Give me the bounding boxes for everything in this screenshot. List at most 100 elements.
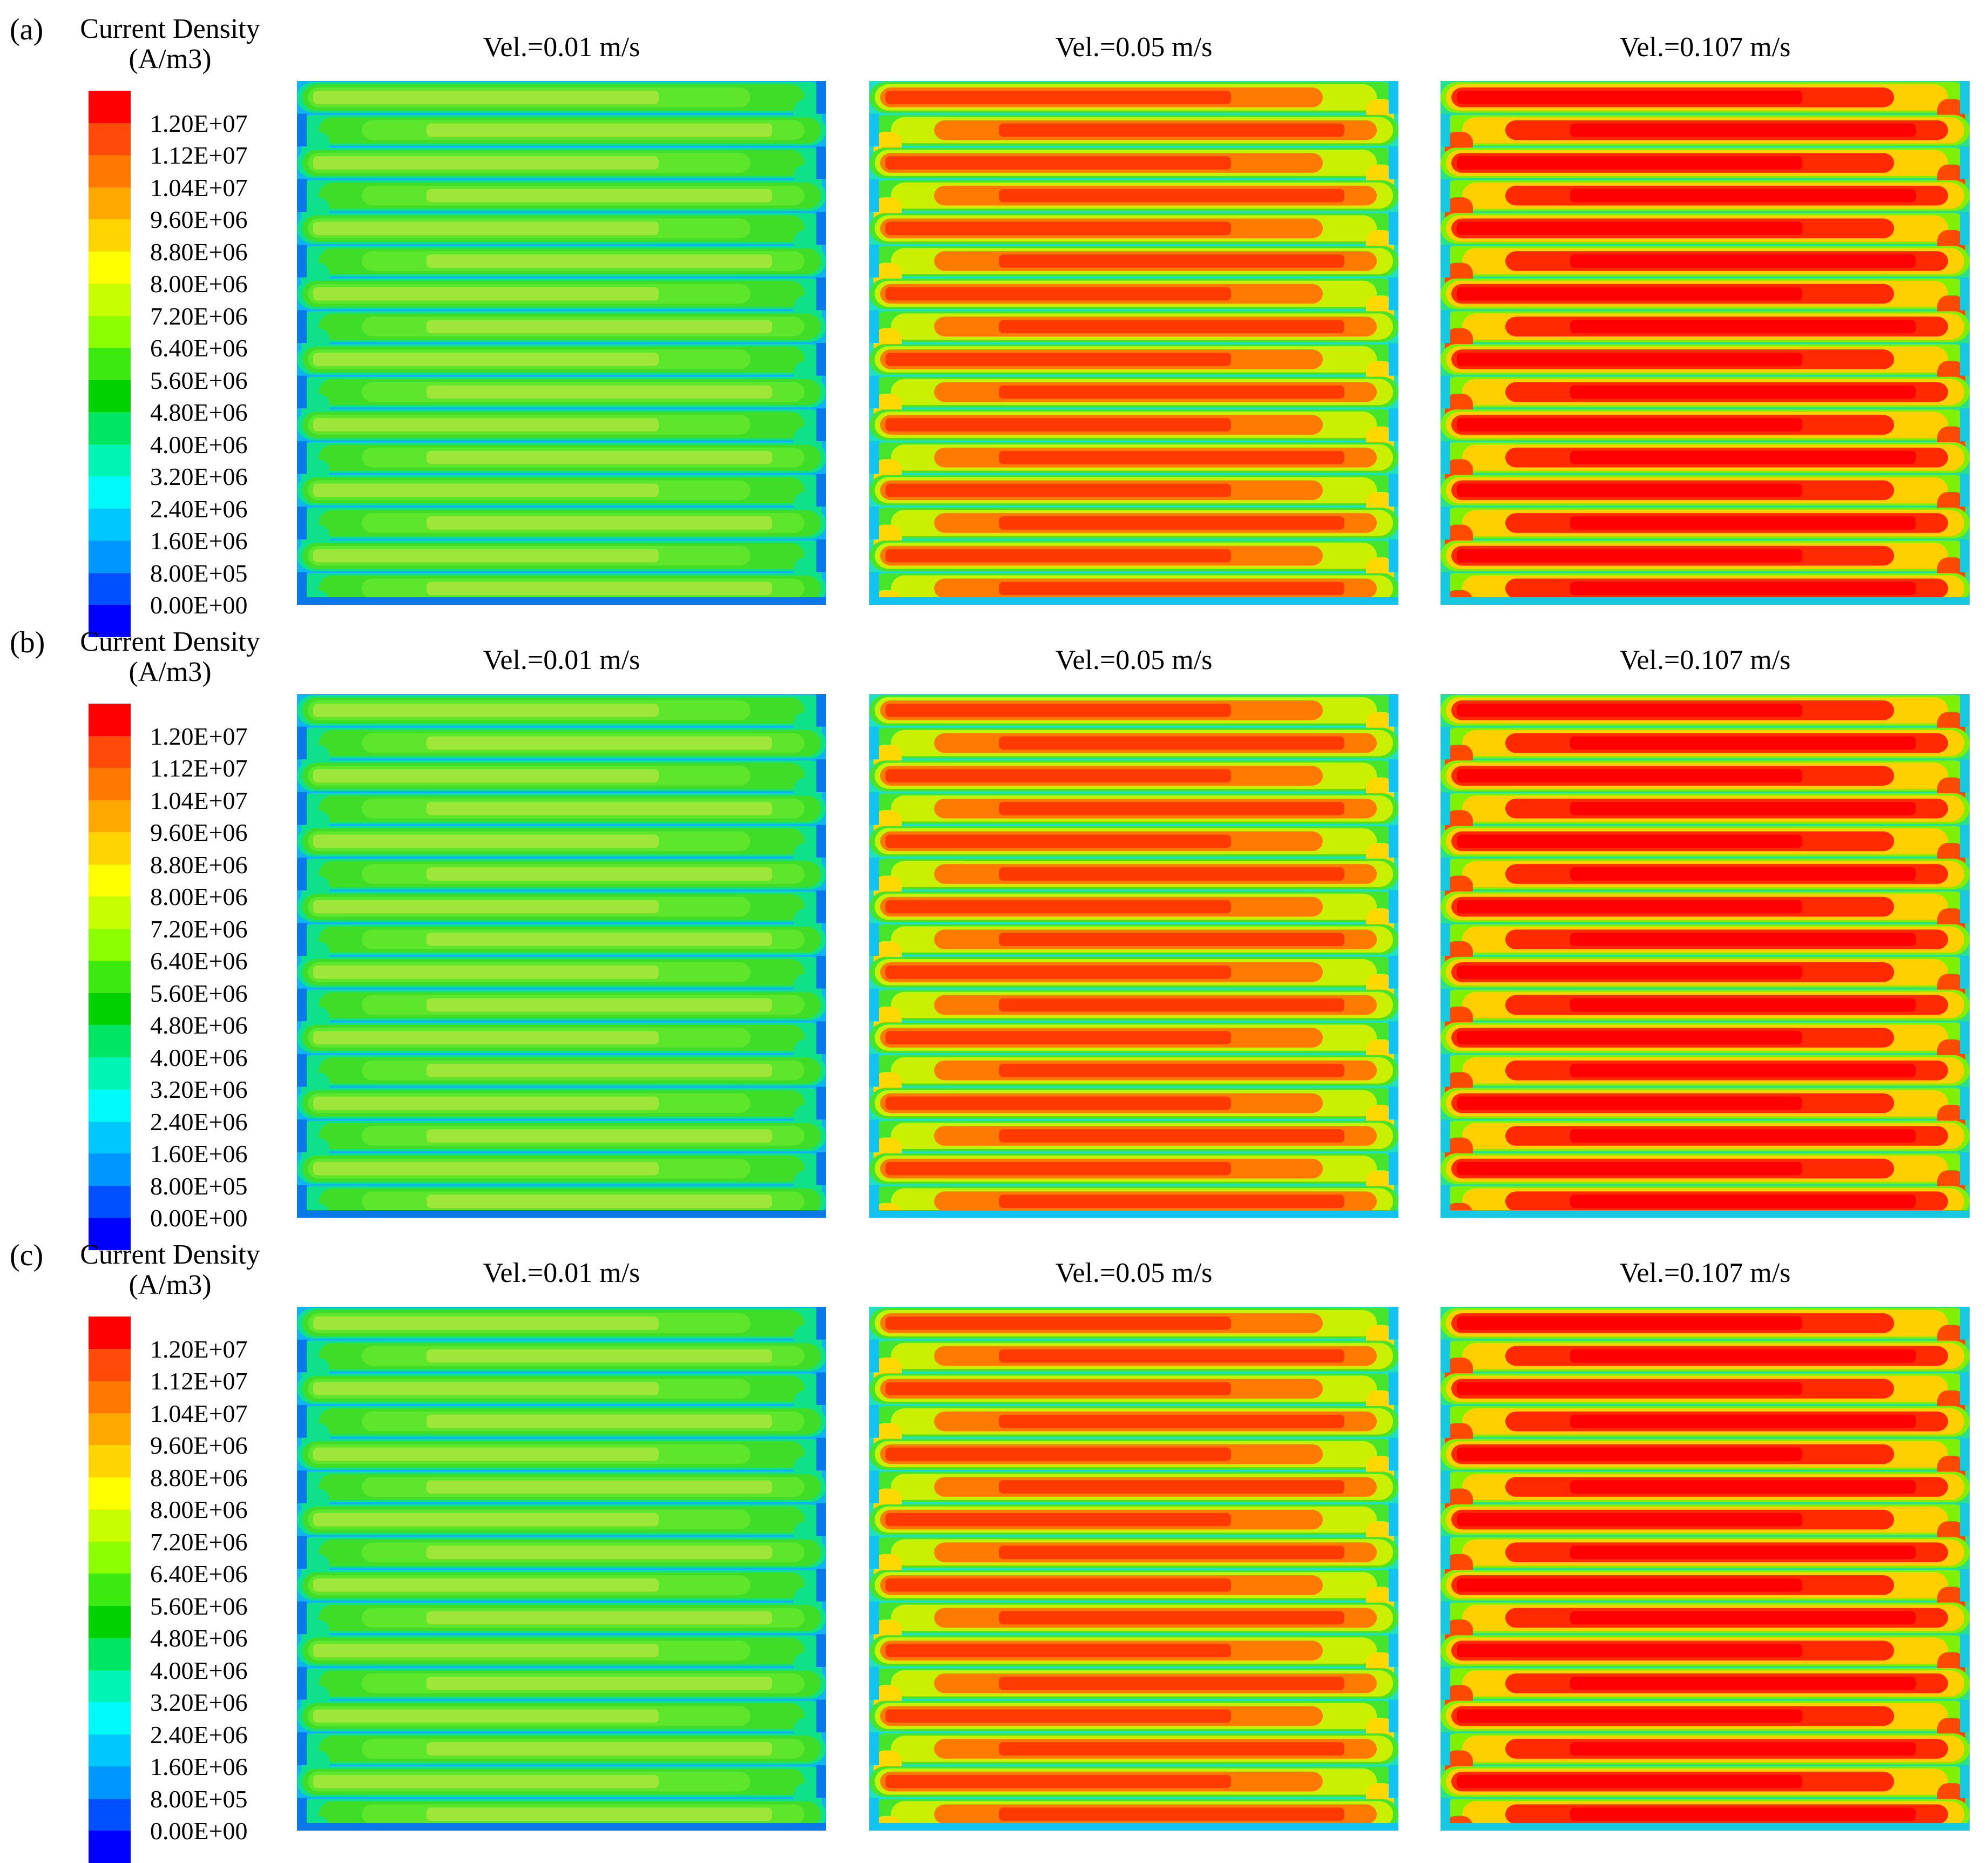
contour-band (885, 966, 1231, 979)
contour-band (869, 1666, 879, 1700)
contour-band (427, 582, 772, 595)
colorbar-tick-label: 3.20E+06 (150, 463, 248, 491)
contour-band (816, 474, 826, 507)
contour-band (1960, 759, 1970, 792)
contour-band (1570, 1063, 1916, 1077)
contour-band (297, 858, 307, 890)
panel-title: Vel.=0.107 m/s (1619, 32, 1791, 63)
colorbar-tick-label: 8.00E+05 (150, 559, 248, 587)
contour-band (816, 1437, 826, 1471)
contour-band (1570, 736, 1916, 750)
contour-band (1960, 1021, 1970, 1054)
colorbar-tick-label: 1.60E+06 (150, 1140, 248, 1168)
contour-band (427, 1194, 772, 1208)
colorbar-tick-label: 0.00E+00 (150, 591, 248, 619)
contour-band (1570, 867, 1916, 881)
contour-panel (869, 694, 1398, 1218)
colorbar-title: Current Density (A/m3) (73, 627, 267, 687)
contour-band (1389, 759, 1398, 792)
contour-band (297, 988, 307, 1022)
contour-band (313, 1317, 659, 1330)
contour-band (1441, 1732, 1450, 1765)
contour-band (869, 923, 879, 956)
contour-band (1457, 1774, 1802, 1788)
colorbar-tick-label: 4.00E+06 (150, 1656, 248, 1684)
contour-band (313, 1096, 659, 1110)
colorbar-tick-label: 1.12E+07 (150, 141, 248, 170)
contour-band (427, 1414, 772, 1428)
panel-title: Vel.=0.107 m/s (1619, 645, 1791, 676)
contour-band (313, 353, 659, 366)
contour-band (885, 1096, 1231, 1110)
contour-band (1441, 375, 1450, 409)
figure-row-c: (c) Current Density (A/m3) 1.20E+07 1.12E… (0, 1237, 1988, 1863)
colorbar-step (89, 1445, 131, 1477)
contour-band (297, 572, 307, 605)
contour-band (816, 956, 826, 989)
contour-band (427, 320, 772, 333)
contour-band (1960, 277, 1970, 310)
panel-title: Vel.=0.01 m/s (483, 645, 640, 676)
colorbar-step (89, 1541, 131, 1574)
colorbar-tick-label: 0.00E+00 (150, 1204, 248, 1232)
contour-band (1570, 450, 1916, 464)
contour-band (816, 1765, 826, 1798)
contour-band (1960, 1307, 1970, 1340)
contour-band (885, 1382, 1231, 1395)
contour-band (1389, 1699, 1398, 1733)
contour-band (1389, 694, 1398, 727)
contour-band (869, 1823, 1398, 1831)
contour-band (1389, 1307, 1398, 1340)
colorbar-tick-label: 4.80E+06 (150, 1011, 248, 1040)
contour-band (1441, 1405, 1450, 1438)
contour-band (297, 1732, 307, 1765)
contour-band (1960, 539, 1970, 572)
contour-band (885, 221, 1231, 235)
contour-band (885, 1774, 1231, 1788)
contour-band (1960, 1086, 1970, 1120)
contour-band (999, 1742, 1344, 1756)
contour-band (999, 385, 1344, 399)
contour-band (869, 1339, 879, 1373)
contour-band (1570, 1194, 1916, 1208)
contour-band (869, 113, 879, 147)
panel-title: Vel.=0.01 m/s (483, 32, 640, 63)
contour-band (1457, 834, 1802, 848)
colorbar-step (89, 219, 131, 252)
colorbar-tick-label: 1.04E+07 (150, 173, 248, 201)
contour-band (427, 188, 772, 202)
contour-band (1441, 1823, 1970, 1831)
contour-band (869, 1185, 879, 1218)
colorbar-title: Current Density (A/m3) (73, 1240, 267, 1300)
contour-band (297, 923, 307, 956)
contour-band (297, 1601, 307, 1635)
contour-band (1960, 1152, 1970, 1185)
contour-band (1570, 320, 1916, 333)
contour-band (427, 1480, 772, 1494)
colorbar-tick-label: 9.60E+06 (150, 819, 248, 847)
contour-band (869, 1732, 879, 1765)
contour-band (816, 759, 826, 792)
colorbar-tick-label: 8.80E+06 (150, 850, 248, 879)
colorbar-step (89, 91, 131, 123)
colorbar-step (89, 1638, 131, 1670)
contour-band (1960, 343, 1970, 376)
colorbar-tick-label: 2.40E+06 (150, 1108, 248, 1136)
colorbar-tick-label: 2.40E+06 (150, 495, 248, 523)
contour-plot (1441, 1307, 1970, 1831)
contour-band (1570, 1480, 1916, 1494)
colorbar-tick-label: 1.04E+07 (150, 786, 248, 814)
contour-band (885, 418, 1231, 431)
contour-band (869, 1601, 879, 1635)
colorbar-tick-label: 8.00E+05 (150, 1172, 248, 1200)
contour-panel (1441, 1307, 1970, 1831)
contour-band (313, 966, 659, 979)
contour-band (1441, 245, 1450, 278)
contour-band (427, 1349, 772, 1363)
contour-band (1441, 1119, 1450, 1152)
contour-band (885, 549, 1231, 563)
contour-band (1457, 483, 1802, 497)
colorbar-tick-label: 7.20E+06 (150, 1528, 248, 1556)
contour-band (313, 900, 659, 914)
contour-band (1441, 1339, 1450, 1373)
